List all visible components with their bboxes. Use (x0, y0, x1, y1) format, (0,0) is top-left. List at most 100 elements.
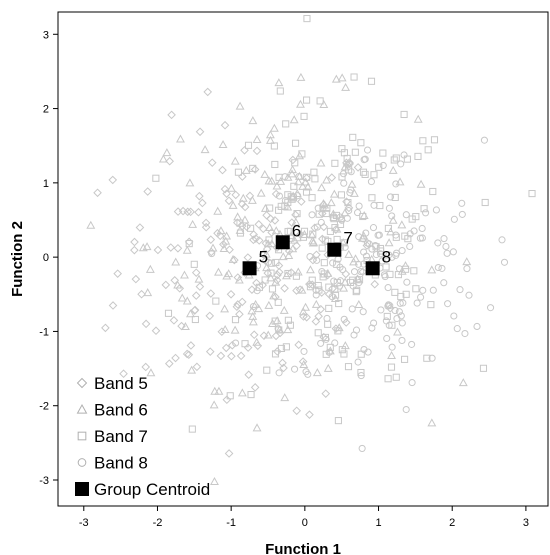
data-point (296, 72, 306, 81)
data-point (252, 146, 262, 156)
data-point (347, 168, 355, 176)
data-point (240, 146, 249, 155)
data-point (263, 330, 273, 339)
data-point (281, 173, 289, 181)
data-point (360, 156, 368, 164)
data-point (260, 169, 270, 178)
data-point (388, 165, 398, 174)
data-point (266, 204, 274, 212)
data-point (269, 291, 279, 300)
data-point (360, 248, 368, 256)
data-point (528, 189, 536, 198)
x-tick-label: 0 (302, 517, 308, 529)
legend-marker (76, 403, 88, 414)
data-point (274, 298, 282, 306)
data-point (278, 358, 287, 368)
data-point (340, 179, 348, 187)
data-point (340, 315, 348, 323)
data-point (352, 326, 361, 334)
data-point (333, 235, 341, 244)
data-point (392, 249, 401, 257)
legend-label: Group Centroid (94, 480, 210, 499)
data-point (419, 137, 427, 145)
data-point (191, 268, 201, 277)
data-point (297, 285, 307, 294)
data-point (234, 168, 242, 176)
data-point (241, 340, 249, 348)
data-point (207, 158, 217, 167)
data-point (423, 354, 431, 362)
data-point (339, 170, 348, 178)
data-point (293, 267, 303, 276)
data-point (119, 369, 128, 379)
data-point (330, 215, 338, 223)
data-point (299, 312, 308, 321)
data-point (353, 163, 363, 172)
data-point (288, 155, 298, 165)
data-point (388, 321, 396, 329)
y-tick-label: 1 (43, 178, 49, 190)
data-point (283, 202, 293, 211)
data-point (218, 165, 227, 175)
data-point (108, 175, 118, 185)
data-point (276, 176, 286, 185)
legend-marker (75, 482, 89, 496)
data-point (344, 363, 353, 371)
data-point (312, 286, 320, 294)
data-point (291, 159, 299, 167)
data-point (261, 249, 271, 258)
data-point (222, 271, 232, 280)
data-point (329, 189, 339, 198)
data-point (374, 231, 382, 239)
legend-label: Band 6 (94, 401, 148, 420)
data-point (429, 286, 437, 294)
data-point (427, 301, 435, 309)
data-point (237, 388, 247, 397)
data-point (288, 244, 298, 253)
data-point (331, 285, 339, 293)
data-point (363, 239, 372, 247)
centroid-label: 6 (292, 221, 301, 240)
data-point (164, 309, 173, 317)
data-point (429, 187, 437, 196)
data-point (292, 286, 301, 295)
data-point (224, 449, 234, 458)
data-point (430, 136, 439, 144)
data-point (350, 73, 358, 81)
data-point (187, 365, 197, 374)
data-point (420, 205, 428, 213)
data-point (277, 344, 286, 353)
data-point (247, 224, 255, 232)
data-point (450, 215, 458, 223)
data-point (383, 312, 391, 320)
data-point (284, 246, 294, 256)
data-point (322, 175, 331, 184)
data-point (284, 250, 294, 259)
data-point (361, 170, 369, 178)
data-point (295, 172, 303, 181)
data-point (292, 241, 301, 251)
data-point (265, 135, 275, 144)
data-point (240, 202, 250, 212)
data-point (358, 444, 366, 452)
data-point (162, 148, 172, 157)
data-point (341, 243, 349, 251)
data-point (297, 197, 306, 206)
data-point (138, 243, 148, 252)
data-point (418, 234, 426, 242)
data-point (146, 368, 156, 377)
data-point (194, 274, 204, 283)
data-point (480, 136, 488, 144)
data-point (203, 87, 213, 97)
data-point (205, 311, 215, 321)
centroid-marker (365, 261, 380, 276)
data-point (260, 203, 270, 212)
data-point (444, 300, 452, 308)
data-point (481, 198, 489, 207)
data-point (372, 250, 380, 259)
data-point (141, 319, 151, 329)
data-point (233, 273, 243, 282)
data-point (236, 219, 244, 227)
x-tick-label: 3 (523, 517, 529, 529)
data-point (294, 340, 303, 350)
